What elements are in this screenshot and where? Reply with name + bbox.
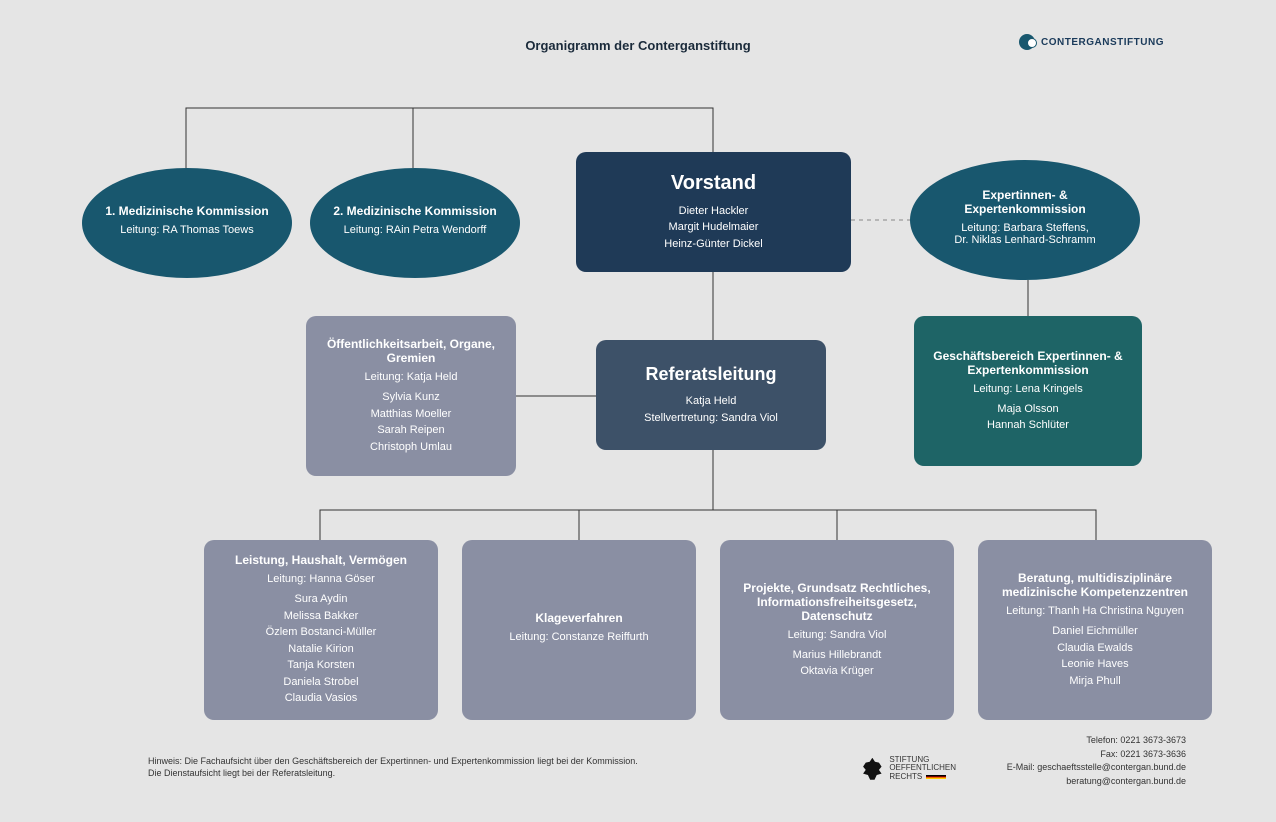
node-lead: Leitung: Lena Kringels [973, 383, 1082, 395]
node-lead: Leitung: Sandra Viol [788, 629, 887, 641]
node-lead: Leitung: Thanh Ha Christina Nguyen [1006, 605, 1184, 617]
node-title: Vorstand [671, 172, 756, 195]
node-lead: Leitung: Katja Held [365, 371, 458, 383]
footer-contact: Telefon: 0221 3673-3673Fax: 0221 3673-36… [1007, 734, 1186, 788]
node-members: Maja OlssonHannah Schlüter [987, 401, 1069, 434]
logo-icon [1019, 34, 1035, 50]
node-title: Klageverfahren [535, 611, 622, 625]
node-lead: Leitung: Hanna Göser [267, 573, 375, 585]
node-projekte: Projekte, Grundsatz Rechtliches, Informa… [720, 540, 954, 720]
node-members: Sylvia KunzMatthias MoellerSarah ReipenC… [370, 389, 452, 455]
footer-stiftung-logo: STIFTUNGOEFFENTLICHENRECHTS [861, 756, 956, 782]
node-title: Expertinnen- & Expertenkommission [924, 188, 1126, 216]
node-members: Dieter HacklerMargit HudelmaierHeinz-Gün… [664, 203, 762, 253]
node-title: Leistung, Haushalt, Vermögen [235, 553, 407, 567]
node-lead: Leitung: RA Thomas Toews [120, 224, 254, 236]
node-beratung: Beratung, multidisziplinäre medizinische… [978, 540, 1212, 720]
node-title: Geschäftsbereich Expertinnen- & Experten… [928, 349, 1128, 377]
node-members: Katja HeldStellvertretung: Sandra Viol [644, 393, 778, 426]
node-lead: Leitung: Barbara Steffens,Dr. Niklas Len… [954, 222, 1095, 246]
node-med1: 1. Medizinische Kommission Leitung: RA Th… [82, 168, 292, 278]
node-geschaeft: Geschäftsbereich Expertinnen- & Experten… [914, 316, 1142, 466]
footer-stiftung-text: STIFTUNGOEFFENTLICHENRECHTS [889, 756, 956, 782]
eagle-icon [861, 758, 883, 780]
node-lead: Leitung: Constanze Reiffurth [509, 631, 648, 643]
node-experten: Expertinnen- & Expertenkommission Leitung… [910, 160, 1140, 280]
node-title: Projekte, Grundsatz Rechtliches, Informa… [734, 581, 940, 623]
node-med2: 2. Medizinische Kommission Leitung: RAin … [310, 168, 520, 278]
node-oeffent: Öffentlichkeitsarbeit, Organe, Gremien Le… [306, 316, 516, 476]
footer-hint: Hinweis: Die Fachaufsicht über den Gesch… [148, 755, 638, 780]
node-vorstand: Vorstand Dieter HacklerMargit HudelmaierH… [576, 152, 851, 272]
org-chart-canvas: Organigramm der Conterganstiftung CONTER… [0, 0, 1276, 822]
node-members: Marius HillebrandtOktavia Krüger [793, 647, 882, 680]
node-members: Sura AydinMelissa BakkerÖzlem Bostanci-M… [266, 591, 377, 707]
node-leistung: Leistung, Haushalt, Vermögen Leitung: Han… [204, 540, 438, 720]
node-title: 2. Medizinische Kommission [333, 204, 496, 218]
node-referat: Referatsleitung Katja HeldStellvertretung… [596, 340, 826, 450]
node-title: Referatsleitung [645, 364, 776, 385]
node-title: Beratung, multidisziplinäre medizinische… [992, 571, 1198, 599]
node-klage: Klageverfahren Leitung: Constanze Reiffur… [462, 540, 696, 720]
node-members: Daniel EichmüllerClaudia EwaldsLeonie Ha… [1052, 623, 1138, 689]
node-title: 1. Medizinische Kommission [105, 204, 268, 218]
node-lead: Leitung: RAin Petra Wendorff [344, 224, 487, 236]
node-title: Öffentlichkeitsarbeit, Organe, Gremien [320, 337, 502, 365]
logo: CONTERGANSTIFTUNG [1019, 34, 1164, 50]
logo-text: CONTERGANSTIFTUNG [1041, 37, 1164, 48]
